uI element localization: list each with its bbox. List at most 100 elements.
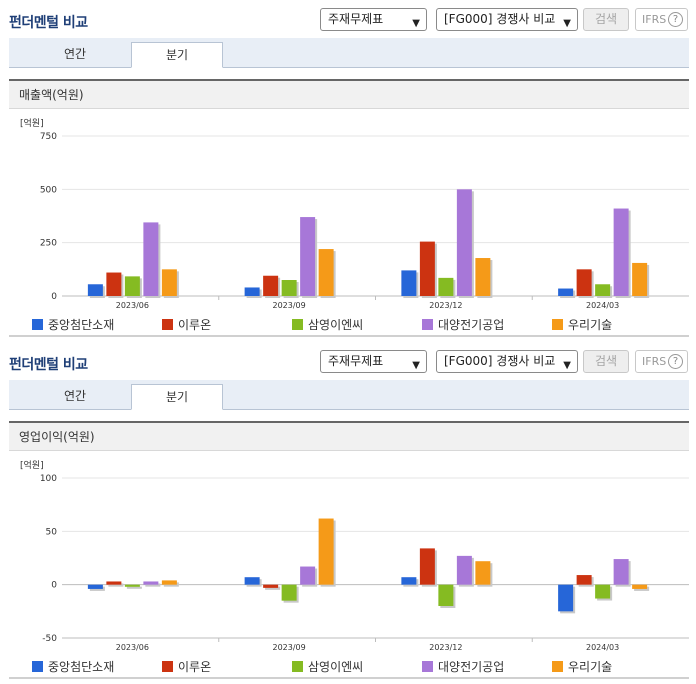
- legend-swatch: [292, 661, 303, 672]
- legend-label: 대양전기공업: [438, 660, 505, 674]
- bar-3: [595, 284, 611, 296]
- bar-3: [281, 280, 297, 296]
- bar-shadow: [108, 583, 124, 587]
- panel-title: 펀더멘털 비교: [9, 15, 88, 31]
- legend-item[interactable]: 중앙첨단소재: [32, 316, 114, 333]
- legend-swatch: [162, 661, 173, 672]
- x-tick-label: 2023/12: [429, 301, 462, 310]
- revenue-panel: 펀더멘털 비교 주재무제표 ▼ [FG000] 경쟁사 비교 ▼ 검색 IFRS? …: [0, 0, 696, 337]
- period-tabs: 연간 분기: [9, 380, 689, 410]
- panel-title: 펀더멘털 비교: [9, 357, 88, 373]
- x-tick-label: 2023/09: [273, 643, 306, 652]
- panel-header: 펀더멘털 비교 주재무제표 ▼ [FG000] 경쟁사 비교 ▼ 검색 IFRS?: [0, 342, 696, 380]
- legend-label: 우리기술: [568, 318, 613, 332]
- bar-2: [419, 241, 435, 296]
- legend-item[interactable]: 이루온: [162, 658, 211, 675]
- section-title: 영업이익(억원): [9, 421, 689, 451]
- chart-legend: 중앙첨단소재 이루온 삼영이엔씨 대양전기공업 우리기술: [9, 315, 689, 337]
- bar-1: [558, 288, 574, 296]
- legend-item[interactable]: 대양전기공업: [422, 658, 504, 675]
- bar-5: [475, 258, 491, 296]
- peer-group-select[interactable]: [FG000] 경쟁사 비교 ▼: [436, 8, 578, 31]
- legend-label: 중앙첨단소재: [48, 318, 115, 332]
- section-title: 매출액(억원): [9, 79, 689, 109]
- tab-quarterly[interactable]: 분기: [131, 42, 223, 68]
- legend-swatch: [32, 661, 43, 672]
- bar-shadow: [265, 586, 281, 590]
- x-tick-label: 2023/12: [429, 643, 462, 652]
- bar-2: [419, 548, 435, 585]
- help-icon[interactable]: ?: [668, 12, 683, 27]
- legend-label: 대양전기공업: [438, 318, 505, 332]
- bar-4: [143, 222, 159, 296]
- legend-swatch: [552, 319, 563, 330]
- bar-2: [263, 584, 279, 588]
- bar-4: [456, 189, 472, 296]
- chevron-down-icon: ▼: [563, 18, 571, 29]
- ifrs-button[interactable]: IFRS?: [635, 350, 688, 373]
- bar-3: [438, 584, 454, 606]
- bar-4: [143, 581, 159, 585]
- chevron-down-icon: ▼: [412, 18, 420, 29]
- legend-label: 이루온: [178, 660, 212, 674]
- legend-label: 이루온: [178, 318, 212, 332]
- tab-annual[interactable]: 연간: [63, 47, 87, 61]
- operating-income-panel: 펀더멘털 비교 주재무제표 ▼ [FG000] 경쟁사 비교 ▼ 검색 IFRS? …: [0, 342, 696, 679]
- x-tick-label: 2023/06: [116, 301, 149, 310]
- legend-item[interactable]: 우리기술: [552, 658, 612, 675]
- bar-3: [595, 584, 611, 599]
- bar-2: [106, 581, 122, 585]
- search-button[interactable]: 검색: [583, 350, 629, 373]
- chart-legend: 중앙첨단소재 이루온 삼영이엔씨 대양전기공업 우리기술: [9, 657, 689, 679]
- legend-swatch: [162, 319, 173, 330]
- y-tick-label: 750: [40, 132, 57, 142]
- unit-label: [억원]: [20, 459, 44, 471]
- bar-1: [244, 287, 260, 296]
- bar-1: [87, 284, 103, 296]
- legend-item[interactable]: 삼영이엔씨: [292, 316, 363, 333]
- tab-quarterly[interactable]: 분기: [131, 384, 223, 410]
- legend-item[interactable]: 삼영이엔씨: [292, 658, 363, 675]
- statement-select[interactable]: 주재무제표 ▼: [320, 8, 427, 31]
- bar-2: [263, 275, 279, 296]
- bar-5: [318, 518, 334, 585]
- legend-item[interactable]: 대양전기공업: [422, 316, 504, 333]
- bar-1: [401, 577, 417, 585]
- x-tick-label: 2024/03: [586, 643, 619, 652]
- statement-select[interactable]: 주재무제표 ▼: [320, 350, 427, 373]
- bar-5: [475, 561, 491, 585]
- bar-5: [161, 269, 177, 296]
- bar-shadow: [126, 586, 142, 589]
- bar-shadow: [145, 583, 161, 587]
- period-tabs: 연간 분기: [9, 38, 689, 68]
- bar-1: [87, 584, 103, 589]
- y-tick-label: 250: [40, 239, 57, 249]
- legend-item[interactable]: 중앙첨단소재: [32, 658, 114, 675]
- chevron-down-icon: ▼: [412, 360, 420, 371]
- y-tick-label: 0: [51, 581, 57, 591]
- unit-label: [억원]: [20, 117, 44, 129]
- bar-1: [401, 270, 417, 296]
- bar-2: [576, 575, 592, 585]
- search-button[interactable]: 검색: [583, 8, 629, 31]
- legend-swatch: [552, 661, 563, 672]
- y-tick-label: 0: [51, 292, 57, 302]
- legend-swatch: [292, 319, 303, 330]
- legend-swatch: [32, 319, 43, 330]
- help-icon[interactable]: ?: [668, 354, 683, 369]
- legend-item[interactable]: 이루온: [162, 316, 211, 333]
- operating-income-chart: [억원] -50 0 50 100 2023/06 2023/09 2023/12 2024/0…: [20, 459, 689, 652]
- bar-3: [438, 277, 454, 296]
- peer-group-select[interactable]: [FG000] 경쟁사 비교 ▼: [436, 350, 578, 373]
- bar-5: [318, 249, 334, 296]
- legend-swatch: [422, 661, 433, 672]
- legend-item[interactable]: 우리기술: [552, 316, 612, 333]
- bar-3: [124, 584, 140, 587]
- legend-swatch: [422, 319, 433, 330]
- y-tick-label: -50: [42, 634, 57, 644]
- bar-5: [161, 580, 177, 585]
- ifrs-button[interactable]: IFRS?: [635, 8, 688, 31]
- bar-4: [300, 566, 316, 585]
- tab-annual[interactable]: 연간: [63, 389, 87, 403]
- bar-5: [632, 584, 648, 589]
